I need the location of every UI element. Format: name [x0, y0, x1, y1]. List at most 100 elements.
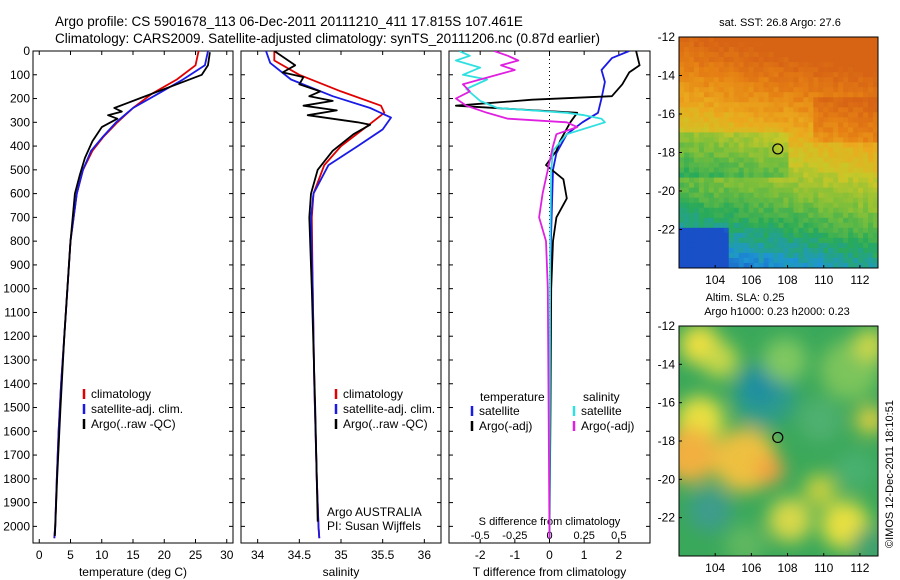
sst-cell — [813, 162, 819, 168]
sst-cell — [798, 117, 804, 123]
sst-cell — [873, 122, 878, 128]
sst-cell — [693, 162, 700, 168]
sst-cell — [698, 127, 705, 133]
sst-cell — [783, 92, 789, 98]
sst-cell — [853, 252, 859, 259]
map-ytick-label: -20 — [658, 184, 676, 198]
sst-cell — [813, 182, 819, 189]
sst-cell — [873, 52, 878, 58]
sst-cell — [693, 212, 700, 219]
sst-cell — [713, 112, 720, 118]
sst-cell — [828, 97, 834, 103]
sst-cell — [718, 112, 725, 118]
sst-cell — [788, 212, 794, 219]
sst-cell — [873, 262, 878, 268]
sst-cell — [763, 177, 769, 184]
sst-cell — [828, 182, 834, 189]
sst-cell — [843, 137, 849, 143]
sst-cell — [853, 202, 859, 209]
sst-cell — [738, 62, 745, 68]
sst-cell — [848, 97, 854, 103]
sst-cell — [679, 167, 685, 173]
sst-cell — [853, 152, 859, 158]
sst-cell — [838, 107, 844, 113]
sst-cell — [803, 47, 809, 53]
sst-cell — [823, 197, 829, 204]
sst-cell — [688, 197, 695, 204]
sst-cell — [688, 187, 695, 194]
sst-cell — [768, 192, 774, 199]
sst-cell — [858, 157, 864, 163]
sst-cell — [758, 142, 764, 148]
sst-cell — [823, 62, 829, 68]
sst-cell — [773, 57, 779, 63]
sst-cell — [773, 132, 779, 138]
sst-cell — [858, 87, 864, 93]
sst-cell — [728, 72, 735, 78]
sst-cell — [838, 162, 844, 168]
sst-cell — [768, 92, 774, 98]
sst-cell — [798, 147, 804, 153]
sst-cell — [793, 172, 799, 179]
sst-cell — [728, 97, 735, 103]
sst-cell — [768, 142, 774, 148]
sst-cell — [693, 92, 700, 98]
sst-cell — [803, 197, 809, 204]
sst-cell — [738, 227, 745, 234]
sst-cell — [783, 142, 789, 148]
sst-cell — [718, 217, 725, 224]
sst-cell — [853, 212, 859, 219]
sst-cell — [828, 232, 834, 239]
xtick-label: 0 — [36, 548, 43, 562]
sst-cell — [743, 222, 750, 229]
sst-cell — [743, 172, 750, 179]
sst-cell — [818, 187, 824, 194]
sst-cell — [758, 227, 764, 234]
sst-cell — [723, 157, 730, 163]
sst-cell — [733, 202, 740, 209]
sst-cell — [873, 217, 878, 224]
sst-cell — [718, 52, 725, 58]
stick-label: -0.5 — [471, 530, 490, 542]
sst-cell — [693, 67, 700, 73]
sst-cell — [738, 97, 745, 103]
map-xtick-label: 104 — [705, 561, 725, 575]
sst-cell — [793, 67, 799, 73]
sst-cell — [679, 242, 685, 249]
sst-cell — [713, 97, 720, 103]
sst-cell — [768, 232, 774, 239]
sst-cell — [813, 202, 819, 209]
sst-cell — [679, 47, 685, 53]
sst-cell — [828, 202, 834, 209]
sst-cell — [818, 232, 824, 239]
sst-cell — [853, 72, 859, 78]
sst-cell — [728, 132, 735, 138]
stick-label: -0.25 — [502, 530, 527, 542]
sst-cell — [853, 187, 859, 194]
sst-cell — [803, 142, 809, 148]
sla-blob — [688, 488, 732, 532]
sst-cell — [803, 182, 809, 189]
sst-cell — [718, 97, 725, 103]
sst-cell — [703, 227, 710, 234]
sst-cell — [823, 127, 829, 133]
sst-cell — [853, 147, 859, 153]
sst-cell — [743, 152, 750, 158]
sst-cell — [778, 137, 784, 143]
sst-cell — [698, 142, 705, 148]
sst-cell — [868, 82, 874, 88]
sst-cell — [738, 42, 745, 48]
sst-cell — [738, 67, 745, 73]
sst-cell — [679, 192, 685, 199]
sst-cell — [808, 247, 814, 254]
sst-cell — [868, 237, 874, 244]
sst-cell — [853, 47, 859, 53]
sst-cell — [733, 47, 740, 53]
sst-cell — [863, 37, 869, 43]
sst-cell — [838, 132, 844, 138]
sst-cell — [683, 67, 690, 73]
sst-cell — [698, 137, 705, 143]
sst-cell — [838, 117, 844, 123]
sst-cell — [803, 247, 809, 254]
sla-blob — [763, 338, 807, 382]
